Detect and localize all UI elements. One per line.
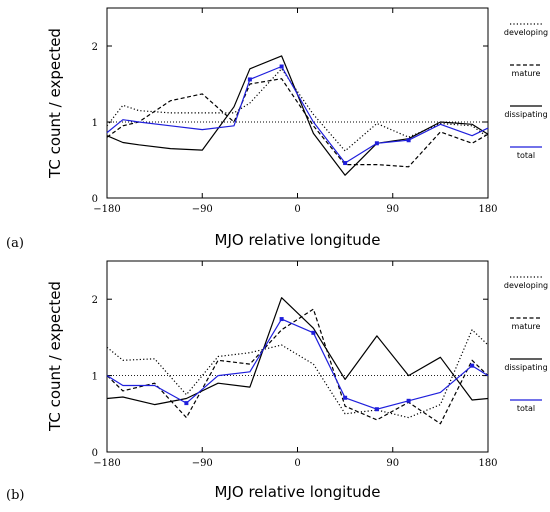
x-tick-label: −90	[192, 458, 213, 469]
panel-label: (b)	[6, 488, 24, 503]
series-point-total	[374, 141, 379, 146]
series-point-total	[343, 161, 348, 166]
y-tick-label: 1	[92, 118, 98, 129]
y-tick-label: 2	[92, 295, 98, 306]
series-point-total	[343, 395, 348, 400]
y-axis-label: TC count / expected	[46, 281, 64, 432]
legend-label-total: total	[517, 404, 535, 413]
chart-panel-a: −180 −90 0 90 180 0 1 2 MJO relative longitude TC…	[6, 7, 548, 251]
chart-panel-b: −180 −90 0 90 180 0 1 2 MJO relative longitude TC…	[6, 260, 548, 503]
series-line-developing	[106, 329, 489, 419]
series-line-developing	[106, 68, 489, 152]
y-axis-label: TC count / expected	[46, 28, 64, 179]
legend-label-developing: developing	[504, 281, 548, 290]
series-line-mature	[106, 78, 489, 168]
x-tick-label: 90	[386, 204, 399, 215]
series-point-total	[184, 401, 189, 406]
series-point-total	[247, 77, 252, 82]
legend-label-dissipating: dissipating	[504, 363, 547, 372]
y-tick-label: 0	[92, 448, 98, 459]
y-tick-label: 1	[92, 372, 98, 383]
series-point-total	[406, 398, 411, 403]
series-point-total	[374, 407, 379, 412]
y-tick-label: 2	[92, 42, 98, 53]
panel-label: (a)	[6, 236, 24, 251]
x-tick-label: 180	[478, 204, 497, 215]
x-axis-label: MJO relative longitude	[215, 231, 381, 249]
series-point-total	[279, 317, 284, 322]
legend-label-total: total	[517, 151, 535, 160]
series-line-total	[106, 318, 489, 410]
series-line-dissipating	[106, 297, 489, 406]
series-point-total	[311, 330, 316, 335]
x-tick-label: 90	[386, 458, 399, 469]
legend-label-dissipating: dissipating	[504, 110, 547, 119]
legend-label-mature: mature	[512, 69, 541, 78]
series-line-dissipating	[106, 55, 489, 176]
x-tick-label: −90	[192, 204, 213, 215]
series-point-total	[470, 363, 475, 368]
plot-frame	[106, 260, 489, 453]
x-tick-label: −180	[93, 204, 120, 215]
x-tick-label: 180	[478, 458, 497, 469]
x-tick-label: 0	[294, 204, 300, 215]
legend-label-developing: developing	[504, 28, 548, 37]
plot-frame	[106, 7, 489, 199]
legend-label-mature: mature	[512, 322, 541, 331]
x-axis-label: MJO relative longitude	[215, 483, 381, 501]
series-line-total	[106, 65, 489, 164]
x-tick-label: 0	[294, 458, 300, 469]
series-point-total	[406, 138, 411, 143]
y-tick-label: 0	[92, 194, 98, 205]
x-tick-label: −180	[93, 458, 120, 469]
series-point-total	[279, 64, 284, 69]
